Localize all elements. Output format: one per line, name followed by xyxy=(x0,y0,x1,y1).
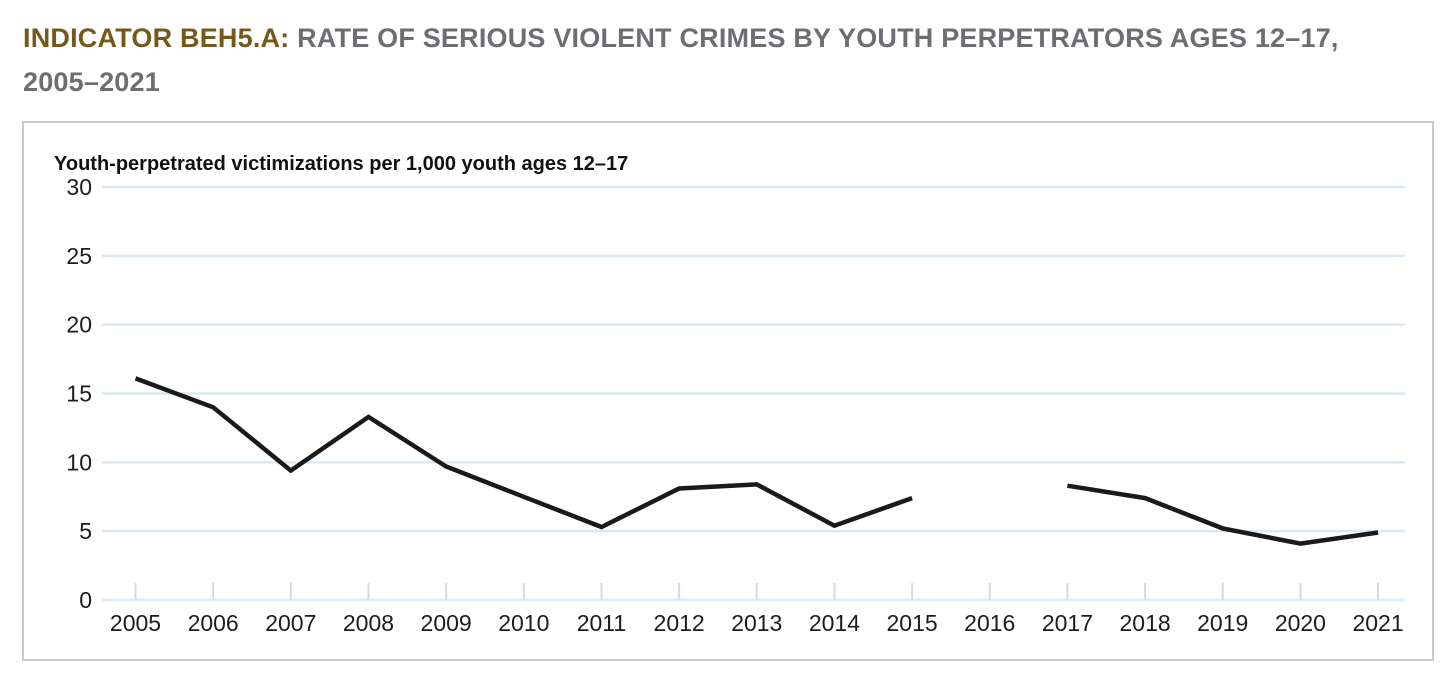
data-line-segment xyxy=(1067,483,1379,546)
x-tick-label-2012: 2012 xyxy=(654,610,705,636)
x-tick-label-2018: 2018 xyxy=(1119,610,1170,636)
y-tick-label-10: 10 xyxy=(66,449,92,475)
data-series xyxy=(134,376,1379,546)
x-tick-label-2017: 2017 xyxy=(1042,610,1093,636)
x-tick-label-2021: 2021 xyxy=(1352,610,1403,636)
y-tick-label-15: 15 xyxy=(66,381,92,407)
y-axis-title: Youth-perpetrated victimizations per 1,0… xyxy=(54,153,628,175)
chart-card: Youth-perpetrated victimizations per 1,0… xyxy=(22,121,1434,661)
y-tick-label-30: 30 xyxy=(66,174,92,200)
y-tick-label-25: 25 xyxy=(66,243,92,269)
page-title-line2: 2005–2021 xyxy=(23,67,160,97)
data-line-segment xyxy=(134,376,913,530)
indicator-title-text: RATE OF SERIOUS VIOLENT CRIMES BY YOUTH … xyxy=(289,23,1339,53)
page-title: INDICATOR BEH5.A: RATE OF SERIOUS VIOLEN… xyxy=(23,16,1448,104)
x-tick-label-2020: 2020 xyxy=(1275,610,1326,636)
x-tick-label-2008: 2008 xyxy=(343,610,394,636)
y-tick-labels: 0 5 10 15 20 25 30 xyxy=(66,174,92,613)
x-tick-label-2013: 2013 xyxy=(731,610,782,636)
gridlines xyxy=(102,185,1405,602)
x-tick-label-2016: 2016 xyxy=(964,610,1015,636)
x-tick-label-2019: 2019 xyxy=(1197,610,1248,636)
x-tick-labels: 2005 2006 2007 2008 2009 2010 2011 2012 2013 2014… xyxy=(110,610,1404,636)
x-tick-label-2009: 2009 xyxy=(421,610,472,636)
y-tick-label-20: 20 xyxy=(66,312,92,338)
line-chart: Youth-perpetrated victimizations per 1,0… xyxy=(54,153,1405,636)
y-tick-label-5: 5 xyxy=(79,518,92,544)
y-tick-label-0: 0 xyxy=(79,587,92,613)
x-tick-label-2011: 2011 xyxy=(577,610,626,636)
x-tick-label-2005: 2005 xyxy=(110,610,161,636)
indicator-label: INDICATOR BEH5.A: xyxy=(23,23,290,53)
page-title-line1: INDICATOR BEH5.A: RATE OF SERIOUS VIOLEN… xyxy=(23,16,1448,60)
x-axis-ticks xyxy=(134,583,1380,600)
x-tick-label-2015: 2015 xyxy=(887,610,938,636)
x-tick-label-2006: 2006 xyxy=(188,610,239,636)
x-tick-label-2007: 2007 xyxy=(265,610,316,636)
x-tick-label-2010: 2010 xyxy=(498,610,549,636)
x-tick-label-2014: 2014 xyxy=(809,610,860,636)
